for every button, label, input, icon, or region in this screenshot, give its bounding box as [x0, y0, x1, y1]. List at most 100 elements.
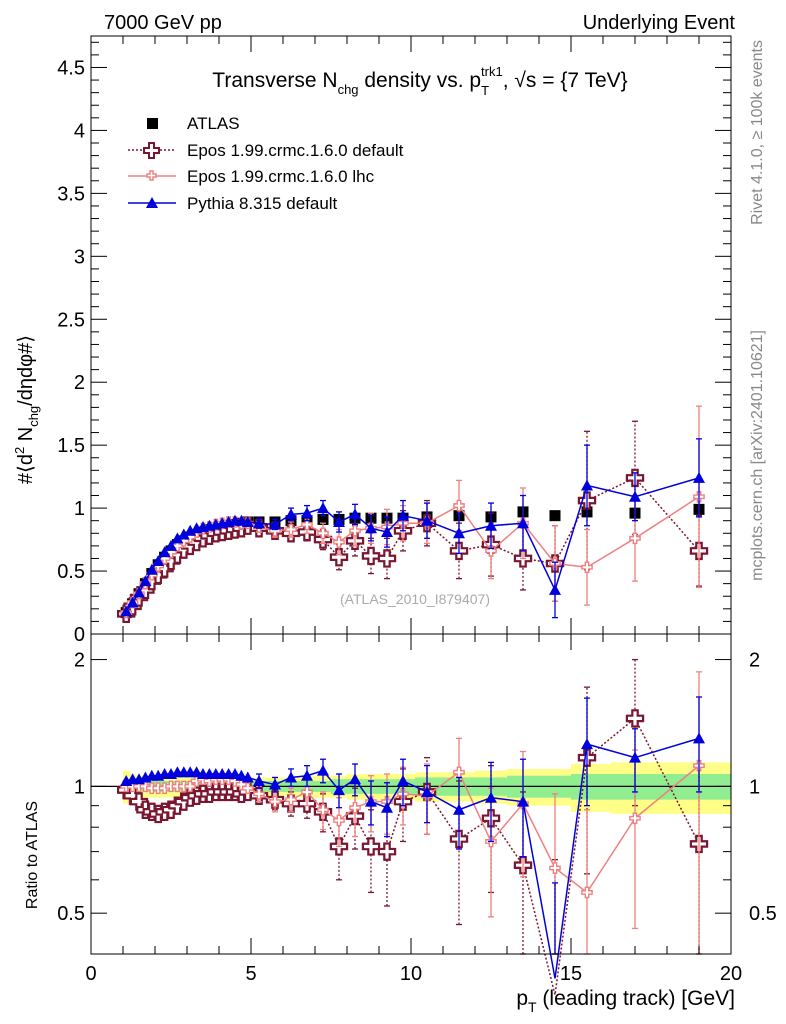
main-point-epos-1-99-crmc-1-6-0-lhc — [333, 536, 345, 548]
main-y-tick-label: 3.5 — [57, 183, 85, 205]
ratio-point-epos-1-99-crmc-1-6-0-lhc — [629, 812, 641, 825]
main-point-epos-1-99-crmc-1-6-0-lhc — [317, 527, 329, 540]
main-point-pythia-8-315-default — [133, 586, 145, 598]
x-tick-label: 5 — [245, 963, 256, 985]
ratio-point-pythia-8-315-default — [317, 764, 329, 776]
ratio-y-axis-label: Ratio to ATLAS — [24, 801, 41, 909]
main-y-tick-label: 1.5 — [57, 435, 85, 457]
legend-label-pythia: Pythia 8.315 default — [187, 194, 338, 213]
main-point-pythia-8-315-default — [629, 490, 641, 502]
main-epos-1-99-crmc-1-6-0-lhc — [120, 405, 705, 619]
title-sup-b: trk1 — [481, 64, 503, 79]
ratio-point-epos-1-99-crmc-1-6-0-default — [625, 709, 645, 728]
legend-marker-pythia — [146, 197, 158, 208]
main-point-pythia-8-315-default — [139, 575, 152, 587]
ratio-point-epos-1-99-crmc-1-6-0-lhc — [581, 886, 593, 899]
xlabel-sub: T — [528, 999, 537, 1015]
main-y-tick-label: 4 — [74, 120, 85, 142]
main-point-pythia-8-315-default — [165, 539, 177, 551]
ratio-point-pythia-8-315-default — [381, 801, 393, 813]
main-point-epos-1-99-crmc-1-6-0-lhc — [301, 518, 313, 531]
ratio-point-epos-1-99-crmc-1-6-0-lhc — [549, 862, 561, 874]
ratio-y-tick-label-right: 2 — [749, 650, 760, 672]
chart-title: Transverse Nchg density vs. pTtrk1, √s =… — [212, 64, 627, 98]
ratio-point-epos-1-99-crmc-1-6-0-default — [361, 837, 381, 856]
main-point-epos-1-99-crmc-1-6-0-default — [377, 549, 397, 568]
ratio-point-epos-1-99-crmc-1-6-0-lhc — [333, 814, 345, 827]
x-tick-label: 0 — [85, 963, 96, 985]
main-point-pythia-8-315-default — [120, 605, 133, 617]
legend-label-epos-lhc: Epos 1.99.crmc.1.6.0 lhc — [187, 167, 375, 186]
ratio-point-epos-1-99-crmc-1-6-0-lhc — [317, 803, 329, 816]
x-tick-label: 15 — [560, 963, 582, 985]
ratio-y-tick-label-right: 1 — [749, 776, 760, 798]
ratio-y-axis: 0.5 0.5 1 1 2 2 — [57, 650, 777, 926]
ratio-point-pythia-8-315-default — [269, 778, 281, 790]
ratio-point-pythia-8-315-default — [517, 795, 529, 807]
main-point-pythia-8-315-default — [485, 519, 497, 531]
ratio-point-epos-1-99-crmc-1-6-0-lhc — [242, 782, 254, 795]
ratio-y-tick-label-left: 0.5 — [57, 903, 85, 925]
main-y-tick-label: 3 — [74, 246, 85, 268]
ratio-y-tick-label-left: 1 — [74, 776, 85, 798]
x-axis-label: pT (leading track) [GeV] — [516, 987, 735, 1015]
main-point-pythia-8-315-default — [301, 507, 313, 519]
main-point-epos-1-99-crmc-1-6-0-default — [361, 546, 381, 566]
ratio-point-epos-1-99-crmc-1-6-0-lhc — [139, 780, 152, 793]
legend-marker-atlas — [147, 118, 158, 129]
ratio-plot-frame-top — [90, 633, 732, 955]
legend-entry-atlas: ATLAS — [147, 114, 240, 133]
main-point-epos-1-99-crmc-1-6-0-lhc — [285, 523, 297, 536]
main-point-pythia-8-315-default — [453, 527, 465, 539]
ratio-point-pythia-8-315-default — [693, 732, 705, 744]
main-point-pythia-8-315-default — [126, 596, 139, 608]
main-y-axis: 0 0.5 1 1.5 2 2.5 3 3.5 4 4.5 — [57, 41, 731, 646]
ratio-point-pythia-8-315-default — [349, 773, 361, 785]
main-point-pythia-8-315-default — [517, 517, 529, 529]
header-analysis: Underlying Event — [583, 12, 736, 34]
legend: ATLAS Epos 1.99.crmc.1.6.0 default Epos … — [128, 114, 404, 213]
main-point-pythia-8-315-default — [381, 526, 393, 538]
xlabel-part-a: p — [516, 987, 528, 1010]
main-y-tick-label: 0 — [74, 624, 85, 646]
main-point-pythia-8-315-default — [365, 522, 377, 534]
rivet-version-label: Rivet 4.1.0, ≥ 100k events — [749, 40, 766, 225]
title-sub-b: T — [481, 83, 489, 98]
main-point-pythia-8-315-default — [171, 532, 184, 544]
watermark: (ATLAS_2010_I879407) — [340, 591, 490, 607]
main-point-pythia-8-315-default — [285, 508, 297, 520]
main-y-tick-label: 2.5 — [57, 309, 85, 331]
ratio-y-tick-label-right: 0.5 — [749, 903, 777, 925]
ratio-point-pythia-8-315-default — [301, 769, 313, 781]
ratio-point-epos-1-99-crmc-1-6-0-lhc — [184, 780, 196, 793]
ratio-point-pythia-8-315-default — [253, 774, 265, 786]
main-point-pythia-8-315-default — [549, 583, 561, 595]
title-part-a: Transverse N — [212, 69, 337, 92]
ratio-point-pythia-8-315-default — [453, 803, 465, 815]
legend-marker-epos-lhc — [146, 170, 157, 181]
ratio-point-epos-1-99-crmc-1-6-0-lhc — [349, 801, 361, 814]
ratio-point-epos-1-99-crmc-1-6-0-lhc — [269, 795, 281, 808]
legend-entry-pythia: Pythia 8.315 default — [128, 194, 338, 213]
ylabel-sub: chg — [26, 406, 41, 427]
main-point-epos-1-99-crmc-1-6-0-lhc — [581, 561, 593, 574]
ratio-point-pythia-8-315-default — [365, 795, 377, 807]
main-panel: 0 0.5 1 1.5 2 2.5 3 3.5 4 4.5 (ATLAS_2010_I879407… — [12, 35, 732, 646]
main-y-tick-label: 2 — [74, 372, 85, 394]
xlabel-part-b: (leading track) [GeV] — [537, 987, 735, 1010]
ratio-point-pythia-8-315-default — [629, 751, 641, 763]
legend-label-atlas: ATLAS — [187, 114, 240, 133]
main-y-tick-label: 1 — [74, 498, 85, 520]
ratio-series-layer — [117, 658, 709, 996]
main-point-epos-1-99-crmc-1-6-0-lhc — [629, 532, 641, 545]
ratio-point-epos-1-99-crmc-1-6-0-lhc — [285, 793, 297, 806]
main-series-layer — [117, 405, 709, 624]
main-point-pythia-8-315-default — [317, 502, 329, 514]
ratio-point-pythia-8-315-default — [397, 774, 409, 786]
ratio-epos-1-99-crmc-1-6-0-default — [117, 658, 709, 996]
legend-entry-epos-lhc: Epos 1.99.crmc.1.6.0 lhc — [128, 167, 375, 186]
ratio-point-pythia-8-315-default — [581, 738, 593, 750]
title-part-b: density vs. p — [359, 69, 482, 92]
main-point-pythia-8-315-default — [158, 546, 171, 558]
